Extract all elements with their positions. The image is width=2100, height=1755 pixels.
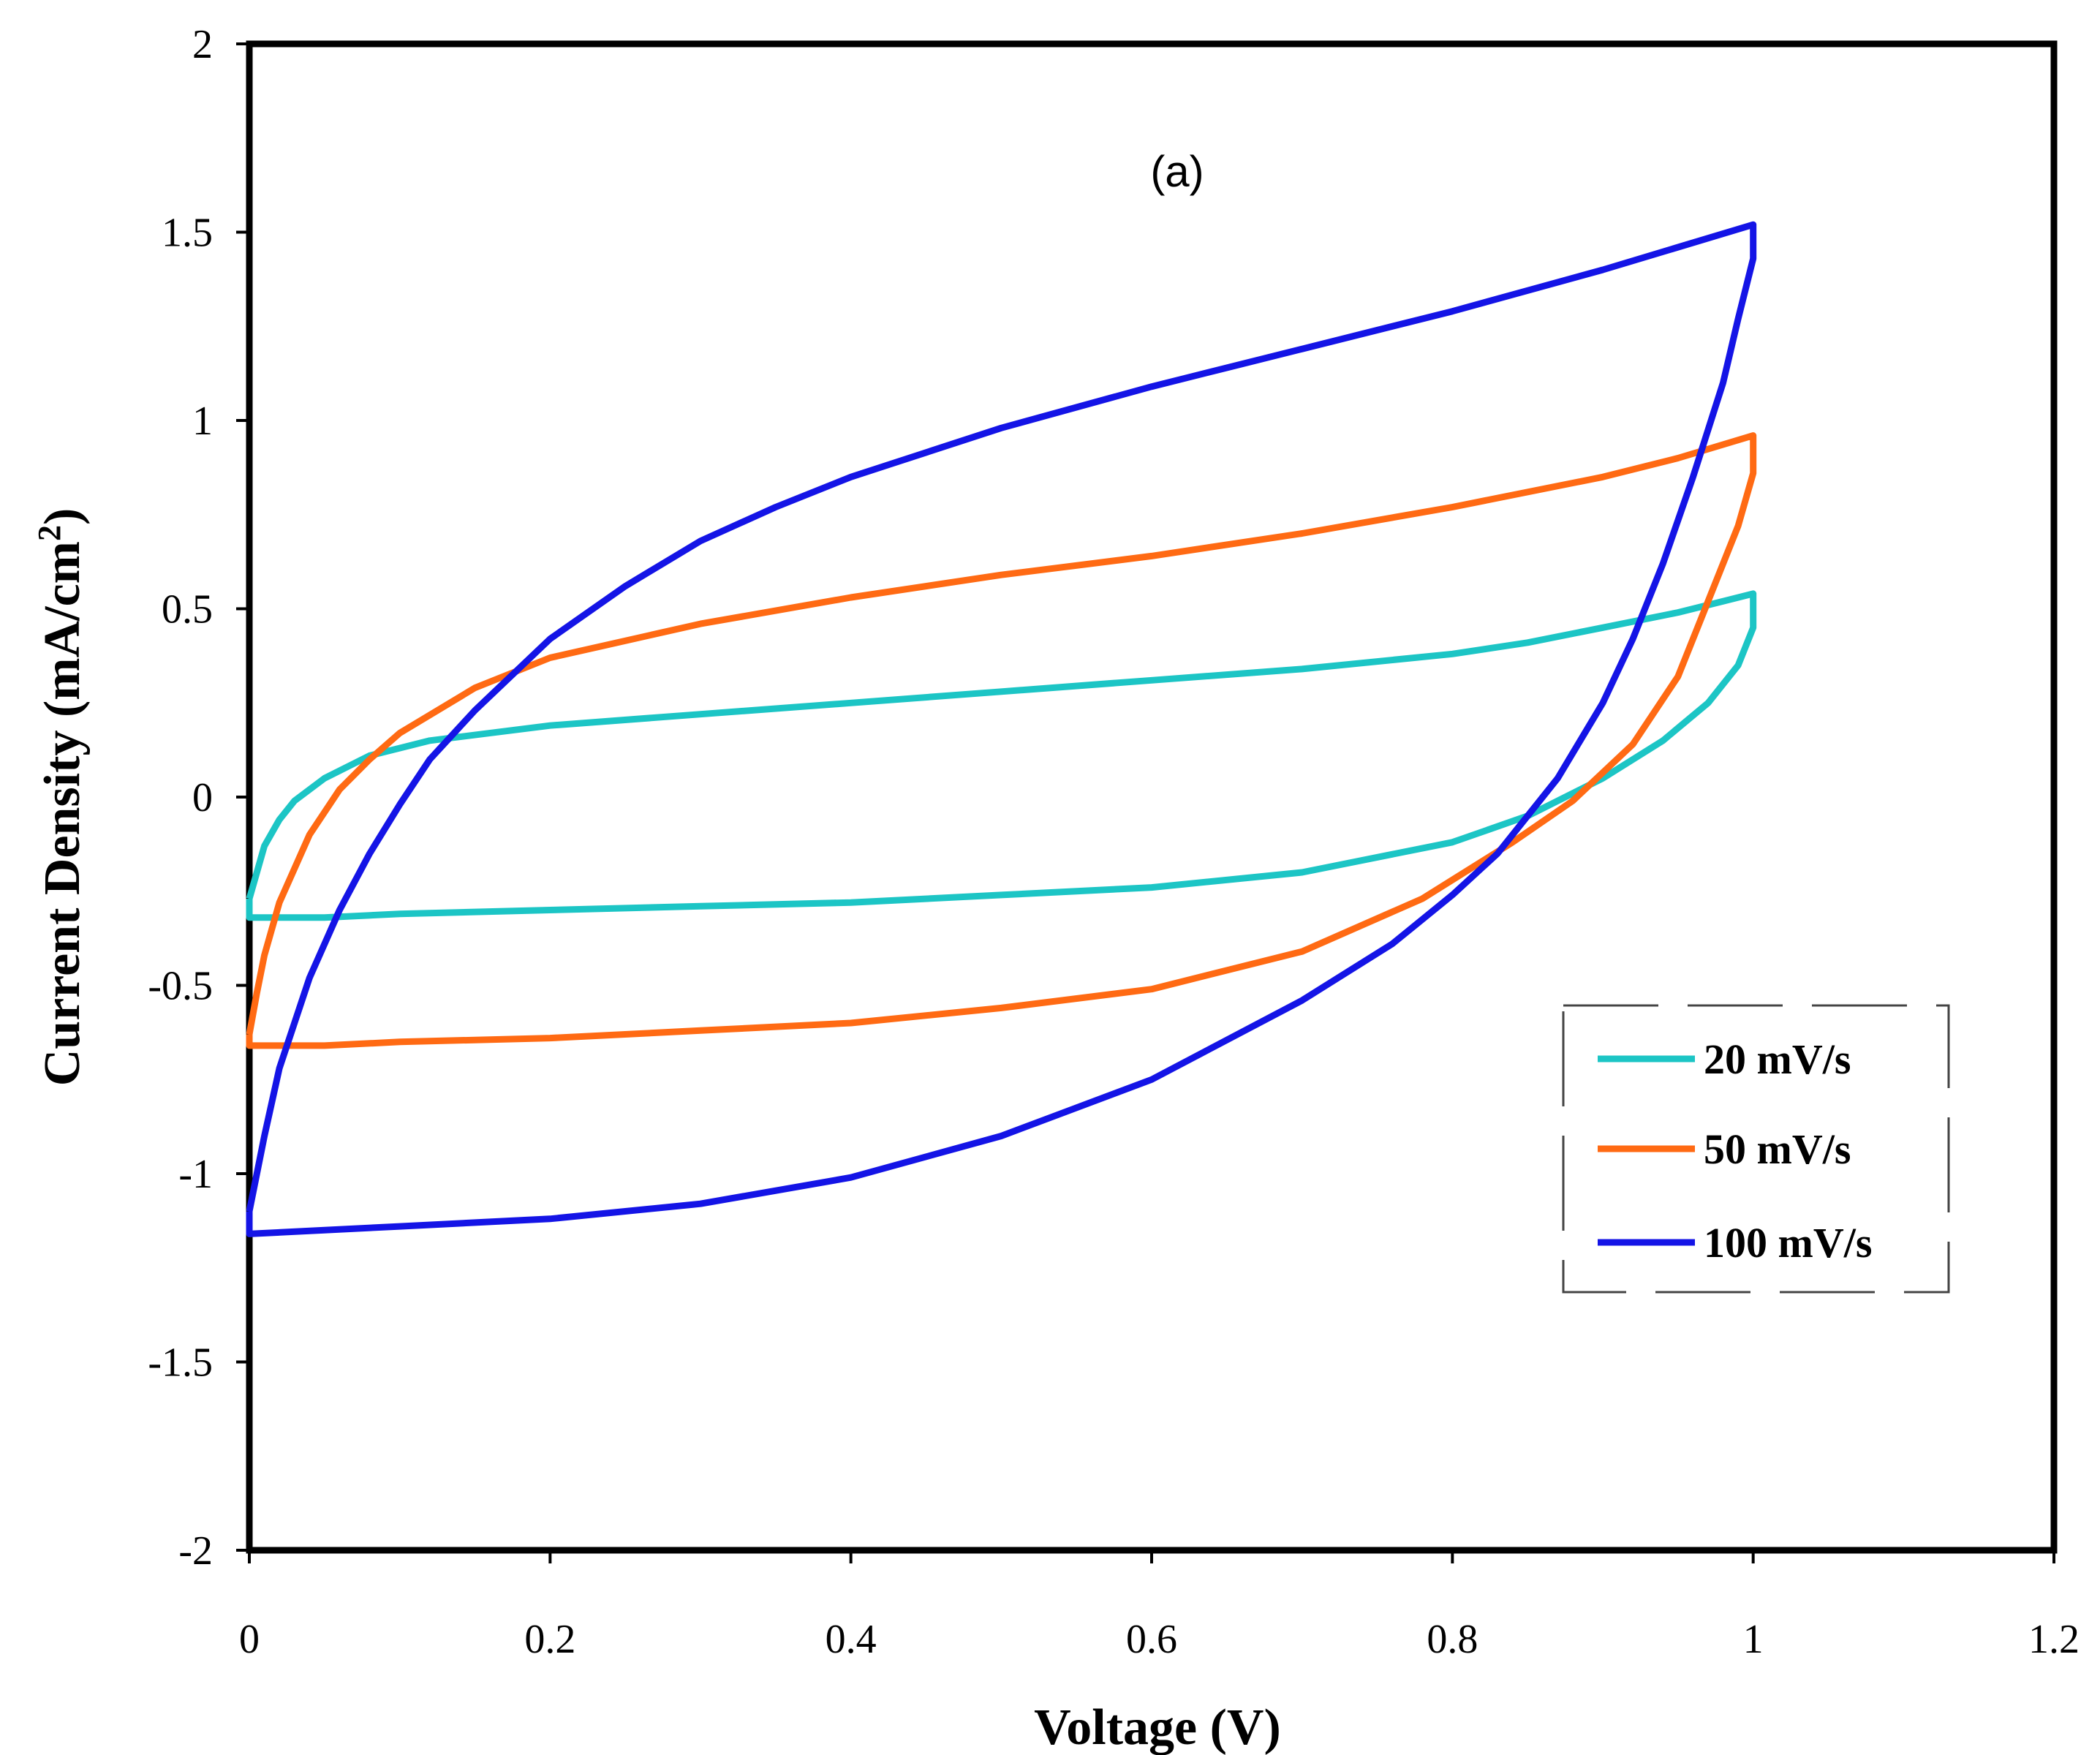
x-axis-title: Voltage (V) <box>1034 1699 1281 1755</box>
series-layer <box>246 221 1757 1237</box>
y-tick-label: 0.5 <box>162 587 213 633</box>
y-tick-label: -2 <box>178 1528 213 1574</box>
y-tick-label: 0 <box>192 775 213 820</box>
x-tick-label: 0.2 <box>524 1617 575 1662</box>
y-axis-title-tail: ) <box>34 508 91 525</box>
x-tick-label: 0.6 <box>1126 1617 1177 1662</box>
x-tick-label: 1 <box>1743 1617 1764 1662</box>
series-line-100mvs <box>246 221 1757 1237</box>
y-axis-title-main: Current Density (mA/cm <box>34 541 91 1086</box>
y-tick-label: 1.5 <box>162 211 213 256</box>
x-tick-label: 0.8 <box>1427 1617 1478 1662</box>
y-axis-title: Current Density (mA/cm2) <box>31 508 91 1087</box>
y-axis-title-superscript: 2 <box>31 525 67 541</box>
panel-label: (a) <box>1150 147 1204 196</box>
y-tick-label: -0.5 <box>148 964 213 1009</box>
y-tick-label: -1.5 <box>148 1340 213 1386</box>
y-tick-label: 2 <box>192 22 213 67</box>
x-tick-label: 0.4 <box>826 1617 877 1662</box>
legend-label-20mvs: 20 mV/s <box>1704 1035 1851 1083</box>
legend: 20 mV/s 50 mV/s 100 mV/s <box>1562 1004 1950 1294</box>
legend-label-50mvs: 50 mV/s <box>1704 1125 1851 1173</box>
axis-layer: 2 1.5 1 0.5 0 -0.5 -1 -1.5 -2 0 0.2 0.4 0.6 0.8 1 1.2 <box>148 22 2080 1662</box>
legend-label-100mvs: 100 mV/s <box>1704 1219 1872 1267</box>
x-tick-label: 0 <box>239 1617 260 1662</box>
x-tick-label: 1.2 <box>2028 1617 2080 1662</box>
y-tick-label: -1 <box>178 1152 213 1197</box>
series-line-50mvs <box>246 432 1757 1049</box>
y-tick-label: 1 <box>192 399 213 444</box>
